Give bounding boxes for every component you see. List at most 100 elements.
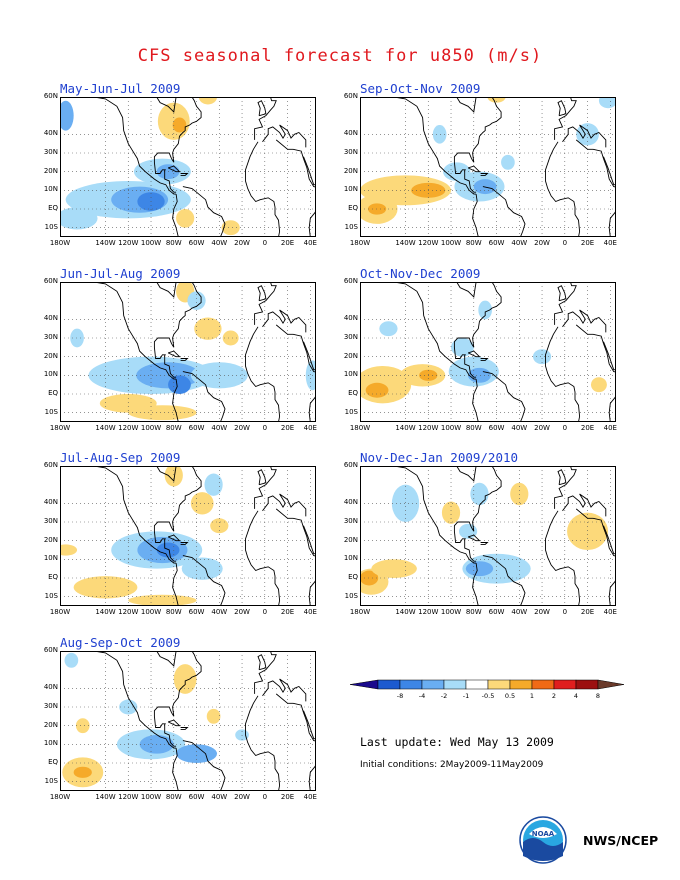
lon-tick-label: 40E [603,424,617,432]
coastline [172,563,179,606]
anomaly-region [73,576,138,599]
lon-tick-label: 20W [534,608,550,616]
lat-tick-label: 10S [344,222,358,231]
lat-tick-label: 10N [43,739,58,748]
lon-tick-label: 120W [418,239,439,247]
coastline [156,282,177,298]
lon-tick-label: 20E [280,793,295,801]
coastline [575,324,616,422]
coastline [275,508,316,606]
anomaly-region [60,207,98,230]
map-frame [360,466,616,606]
lat-tick-label: 40N [343,129,358,138]
lon-tick-label: 20E [580,608,595,616]
lon-tick-label: 120W [118,239,139,247]
coastline [480,542,489,545]
coastline [453,282,502,378]
lat-tick-label: 30N [43,333,58,341]
lon-tick-label: 140W [95,239,116,247]
colorbar-segment [487,679,511,690]
lat-tick-label: EQ [48,389,58,397]
coastline [275,693,316,791]
lat-tick-label: 10N [43,554,58,563]
colorbar-tick-label: -4 [419,692,425,700]
lat-tick-label: 30N [43,702,58,710]
lon-tick-label: 80W [165,424,182,432]
lon-tick-label: 0 [562,424,568,432]
colorbar-segment [421,679,445,690]
map-panel-ond [360,282,616,422]
lon-tick-label: 120W [418,608,439,616]
lat-tick-label: 20N [343,166,358,175]
colorbar-segment [553,679,577,690]
coastline [182,186,226,237]
lon-tick-label: 80W [465,608,482,616]
anomaly-region [567,512,609,550]
lat-tick-label: 30N [343,333,358,341]
lat-tick-label: EQ [348,204,358,212]
map-frame [60,97,316,237]
coastline [557,285,567,302]
lon-tick-label: 40W [511,424,528,432]
lon-tick-label: 140W [95,424,116,432]
lat-tick-label: 10N [343,370,358,379]
lon-tick-label: 180W [49,424,71,432]
coastline [482,186,526,237]
lat-tick-label: 30N [43,148,58,156]
coastline [172,748,179,791]
coastline [245,326,281,422]
lon-tick-label: 40E [603,239,617,247]
coastline [182,555,226,606]
colorbar-tick-label: 2 [552,692,556,700]
coastline [254,466,277,509]
anomaly-region [187,291,206,310]
coastline [245,141,281,237]
lon-tick-label: 80W [165,608,182,616]
coastline [557,469,567,486]
coastline [545,141,581,237]
coastline [180,173,189,176]
colorbar-tick-label: 8 [596,692,600,700]
lon-tick-label: 0 [562,239,568,247]
coastline [456,97,477,113]
map-panel-jja [60,282,316,422]
anomaly-region [75,718,90,734]
coastline [456,466,477,482]
map-frame [60,466,316,606]
lat-tick-label: 10N [343,554,358,563]
lat-tick-label: 10S [44,591,58,600]
lat-tick-label: 60N [43,646,58,654]
coastline [167,534,181,542]
lon-tick-label: 140W [395,239,416,247]
anomaly-region [64,652,79,668]
main-title: CFS seasonal forecast for u850 (m/s) [137,46,543,66]
lon-tick-label: 60W [488,239,505,247]
lon-tick-label: 20W [234,239,250,247]
anomaly-region [190,362,248,389]
anomaly-region [365,382,389,398]
lat-tick-label: 20N [43,535,58,544]
logo-text: NOAA [532,830,555,838]
coastline [262,493,307,517]
coastline [303,710,316,740]
coastline [554,466,577,509]
lon-tick-label: 100W [140,239,162,247]
lon-tick-label: 140W [95,608,116,616]
lat-tick-label: 40N [43,129,58,138]
lon-tick-label: 140W [95,793,116,801]
lat-tick-label: EQ [348,573,358,581]
coastline [94,97,177,195]
coastline [180,542,189,545]
lat-tick-label: 10N [343,185,358,194]
lon-tick-label: 180W [49,793,71,801]
lat-tick-label: 10S [44,776,58,785]
colorbar-tick-label: 0.5 [505,692,515,700]
anomaly-region [164,466,183,487]
lat-tick-label: 30N [343,148,358,156]
lon-tick-label: 120W [418,424,439,432]
lon-tick-label: 60W [188,239,205,247]
lon-tick-label: 20W [534,239,550,247]
anomaly-region [371,559,417,578]
anomaly-region [73,766,92,778]
coastline [180,727,189,730]
